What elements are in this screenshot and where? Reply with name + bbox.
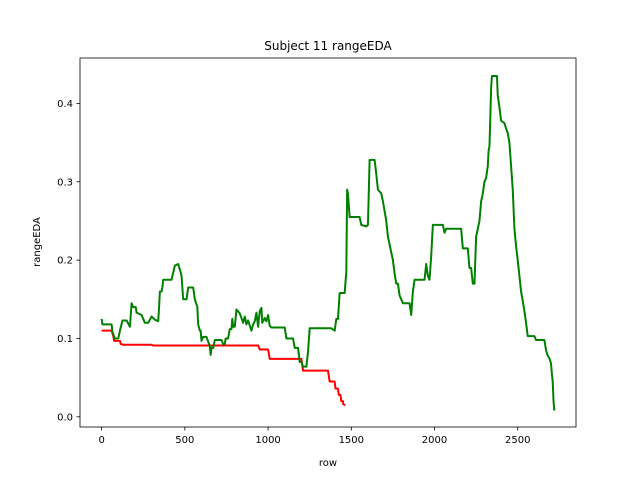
y-axis-ticks: 0.0 0.1 0.2 0.3 0.4 — [57, 99, 80, 423]
series-line-1 — [101, 329, 346, 407]
x-tick-label: 2000 — [422, 435, 447, 446]
y-tick-label: 0.2 — [57, 256, 73, 267]
series-line-2 — [100, 75, 556, 411]
y-tick-label: 0.0 — [57, 412, 73, 423]
x-tick-label: 500 — [175, 435, 194, 446]
y-axis-label: rangeEDA — [32, 217, 43, 267]
x-axis-label: row — [319, 458, 337, 469]
x-tick-label: 1500 — [339, 435, 364, 446]
plot-area — [79, 57, 577, 428]
y-tick-label: 0.4 — [57, 99, 73, 110]
x-axis-ticks: 0 500 1000 1500 2000 2500 — [98, 427, 530, 446]
y-tick-label: 0.1 — [57, 334, 73, 345]
x-tick-label: 1000 — [255, 435, 280, 446]
x-tick-label: 2500 — [505, 435, 530, 446]
series-layer — [100, 75, 556, 411]
y-tick-label: 0.3 — [57, 177, 73, 188]
x-tick-label: 0 — [98, 435, 104, 446]
chart-title: Subject 11 rangeEDA — [264, 39, 392, 53]
